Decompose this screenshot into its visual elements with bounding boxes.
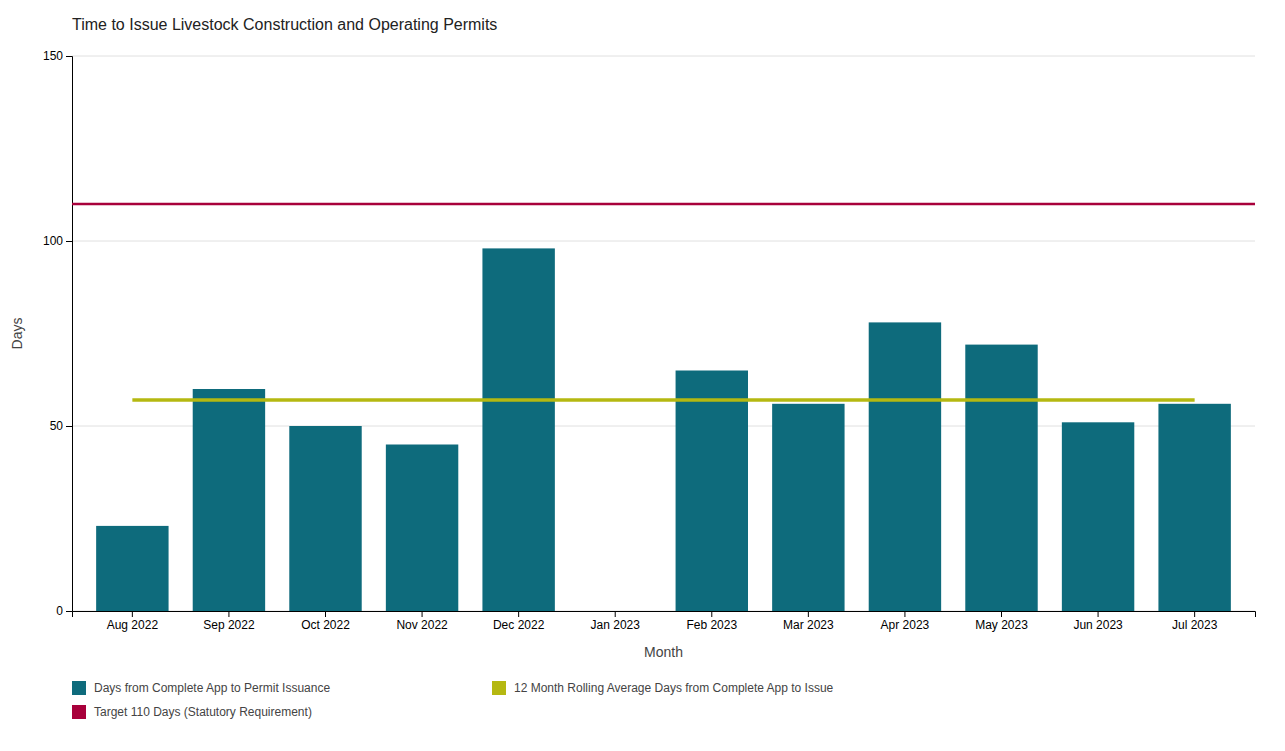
y-tick: 150 — [43, 49, 72, 63]
y-tick: 0 — [56, 604, 72, 618]
x-tick-label: Jan 2023 — [591, 618, 641, 632]
x-tick-label: Jun 2023 — [1073, 618, 1123, 632]
bar — [386, 445, 458, 612]
bar — [1158, 404, 1230, 611]
y-tick-mark — [66, 611, 72, 612]
y-tick-label: 100 — [43, 234, 63, 248]
bar — [579, 611, 651, 612]
grid-line — [72, 56, 1255, 57]
bar — [96, 526, 168, 611]
x-tick: Apr 2023 — [881, 611, 930, 632]
y-axis: 0 50 100 150 — [43, 49, 73, 618]
x-tick-mark — [325, 611, 326, 617]
bar — [193, 389, 265, 611]
x-tick: Nov 2022 — [396, 611, 448, 632]
bar — [1062, 422, 1134, 611]
x-tick: Dec 2022 — [493, 611, 545, 632]
y-axis-line — [66, 57, 73, 612]
x-tick-label: Oct 2022 — [301, 618, 350, 632]
legend-label: 12 Month Rolling Average Days from Compl… — [514, 681, 834, 695]
x-tick-mark — [228, 611, 229, 617]
marks — [72, 204, 1255, 611]
legend-item: 12 Month Rolling Average Days from Compl… — [492, 681, 834, 695]
x-tick-label: Nov 2022 — [396, 618, 448, 632]
line — [132, 398, 1194, 402]
y-tick: 50 — [50, 419, 72, 433]
bar — [676, 371, 748, 612]
legend: Days from Complete App to Permit Issuanc… — [72, 681, 834, 719]
legend-label: Target 110 Days (Statutory Requirement) — [94, 705, 312, 719]
target-line — [72, 203, 1255, 206]
x-tick-mark — [132, 611, 133, 617]
grid-line — [72, 241, 1255, 242]
y-tick-label: 0 — [56, 604, 63, 618]
title: Time to Issue Livestock Construction and… — [72, 16, 497, 33]
bar — [289, 426, 361, 611]
legend-swatch — [492, 681, 506, 695]
x-tick-label: Apr 2023 — [881, 618, 930, 632]
x-tick-mark — [1098, 611, 1099, 617]
bar — [482, 248, 554, 611]
bar — [965, 345, 1037, 611]
grid — [72, 56, 1255, 611]
bar — [772, 404, 844, 611]
legend-item: Target 110 Days (Statutory Requirement) — [72, 705, 312, 719]
x-tick: Feb 2023 — [686, 611, 737, 632]
x-tick: May 2023 — [975, 611, 1028, 632]
x-tick: Jun 2023 — [1073, 611, 1123, 632]
x-tick-label: May 2023 — [975, 618, 1028, 632]
x-tick: Jul 2023 — [1172, 611, 1218, 632]
x-axis-line — [73, 612, 1256, 618]
x-tick-label: Sep 2022 — [203, 618, 255, 632]
y-tick-mark — [66, 426, 72, 427]
x-tick-label: Jul 2023 — [1172, 618, 1218, 632]
legend-swatch — [72, 705, 86, 719]
x-tick: Jan 2023 — [591, 611, 641, 632]
x-tick-label: Dec 2022 — [493, 618, 545, 632]
x-axis-title: Month — [644, 644, 683, 660]
x-tick: Mar 2023 — [783, 611, 834, 632]
x-tick-label: Mar 2023 — [783, 618, 834, 632]
bar — [869, 322, 941, 611]
y-tick-mark — [66, 241, 72, 242]
y-tick-label: 50 — [50, 419, 64, 433]
x-tick-mark — [422, 611, 423, 617]
x-axis: Aug 2022 Sep 2022 Oct 2022 Nov 2022 Dec 2022… — [73, 611, 1256, 632]
y-tick: 100 — [43, 234, 72, 248]
x-tick-mark — [1194, 611, 1195, 617]
x-tick-mark — [518, 611, 519, 617]
x-tick: Oct 2022 — [301, 611, 350, 632]
x-tick-mark — [615, 611, 616, 617]
x-tick-label: Aug 2022 — [107, 618, 159, 632]
x-tick-label: Feb 2023 — [686, 618, 737, 632]
legend-item: Days from Complete App to Permit Issuanc… — [72, 681, 330, 695]
x-tick-mark — [711, 611, 712, 617]
x-tick: Sep 2022 — [203, 611, 255, 632]
x-tick: Aug 2022 — [107, 611, 159, 632]
legend-label: Days from Complete App to Permit Issuanc… — [94, 681, 330, 695]
y-tick-label: 150 — [43, 49, 63, 63]
x-tick-mark — [1001, 611, 1002, 617]
chart: 0 50 100 150 Aug 2022 Sep 2022 Oct 2022 Nov 202… — [0, 0, 1285, 751]
plot: 0 50 100 150 Aug 2022 Sep 2022 Oct 2022 Nov 202… — [43, 49, 1256, 631]
bar-series — [96, 248, 1231, 611]
y-tick-mark — [66, 56, 72, 57]
x-tick-mark — [808, 611, 809, 617]
x-tick-mark — [904, 611, 905, 617]
legend-swatch — [72, 681, 86, 695]
y-axis-title: Days — [9, 318, 25, 350]
